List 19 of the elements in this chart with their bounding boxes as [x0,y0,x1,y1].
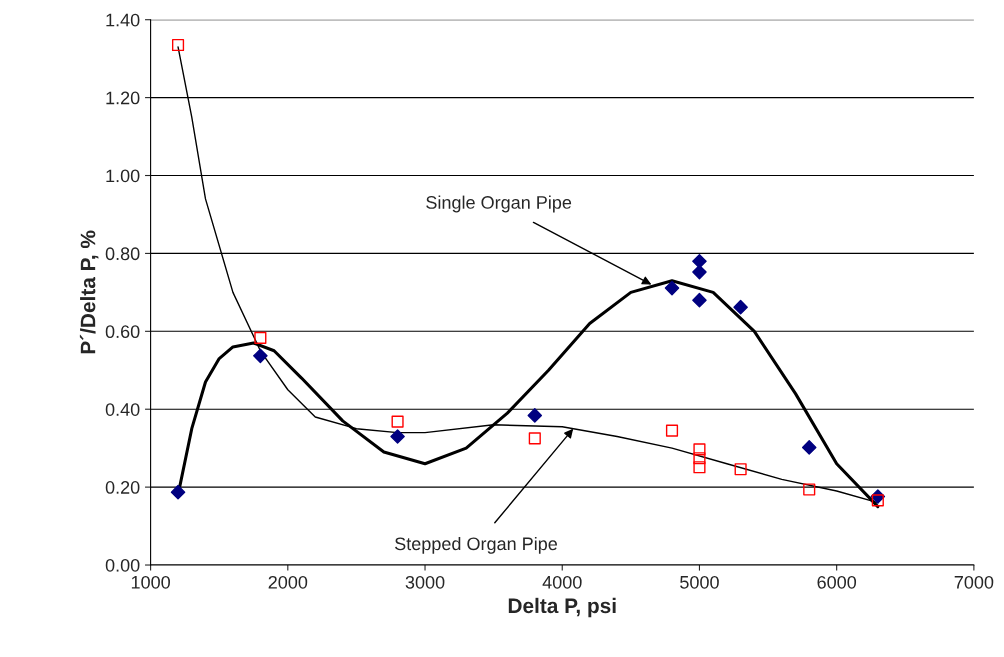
x-tick-label: 7000 [954,575,994,589]
y-tick-label: 0.00 [105,558,140,572]
y-tick-label: 1.40 [106,13,140,27]
y-tick-label: 0.20 [105,481,140,494]
x-tick-label: 4000 [542,575,582,589]
annotation: Single Organ Pipe [426,195,572,213]
y-axis-title: P´/Delta P, % [79,230,99,354]
x-tick-label: 2000 [268,575,308,589]
x-tick-label: 3000 [405,575,445,589]
x-axis-title: Delta P, psi [508,597,616,618]
x-tick-label: 6000 [817,575,857,589]
y-tick-label: 0.80 [105,247,140,261]
y-tick-label: 1.20 [106,91,140,105]
annotation: Stepped Organ Pipe [395,536,558,554]
x-tick-label: 5000 [680,575,719,589]
x-tick-label: 1000 [131,575,170,589]
y-tick-label: 0.60 [105,325,140,339]
y-tick-label: 1.00 [106,169,140,183]
y-tick-label: 0.40 [105,403,140,416]
